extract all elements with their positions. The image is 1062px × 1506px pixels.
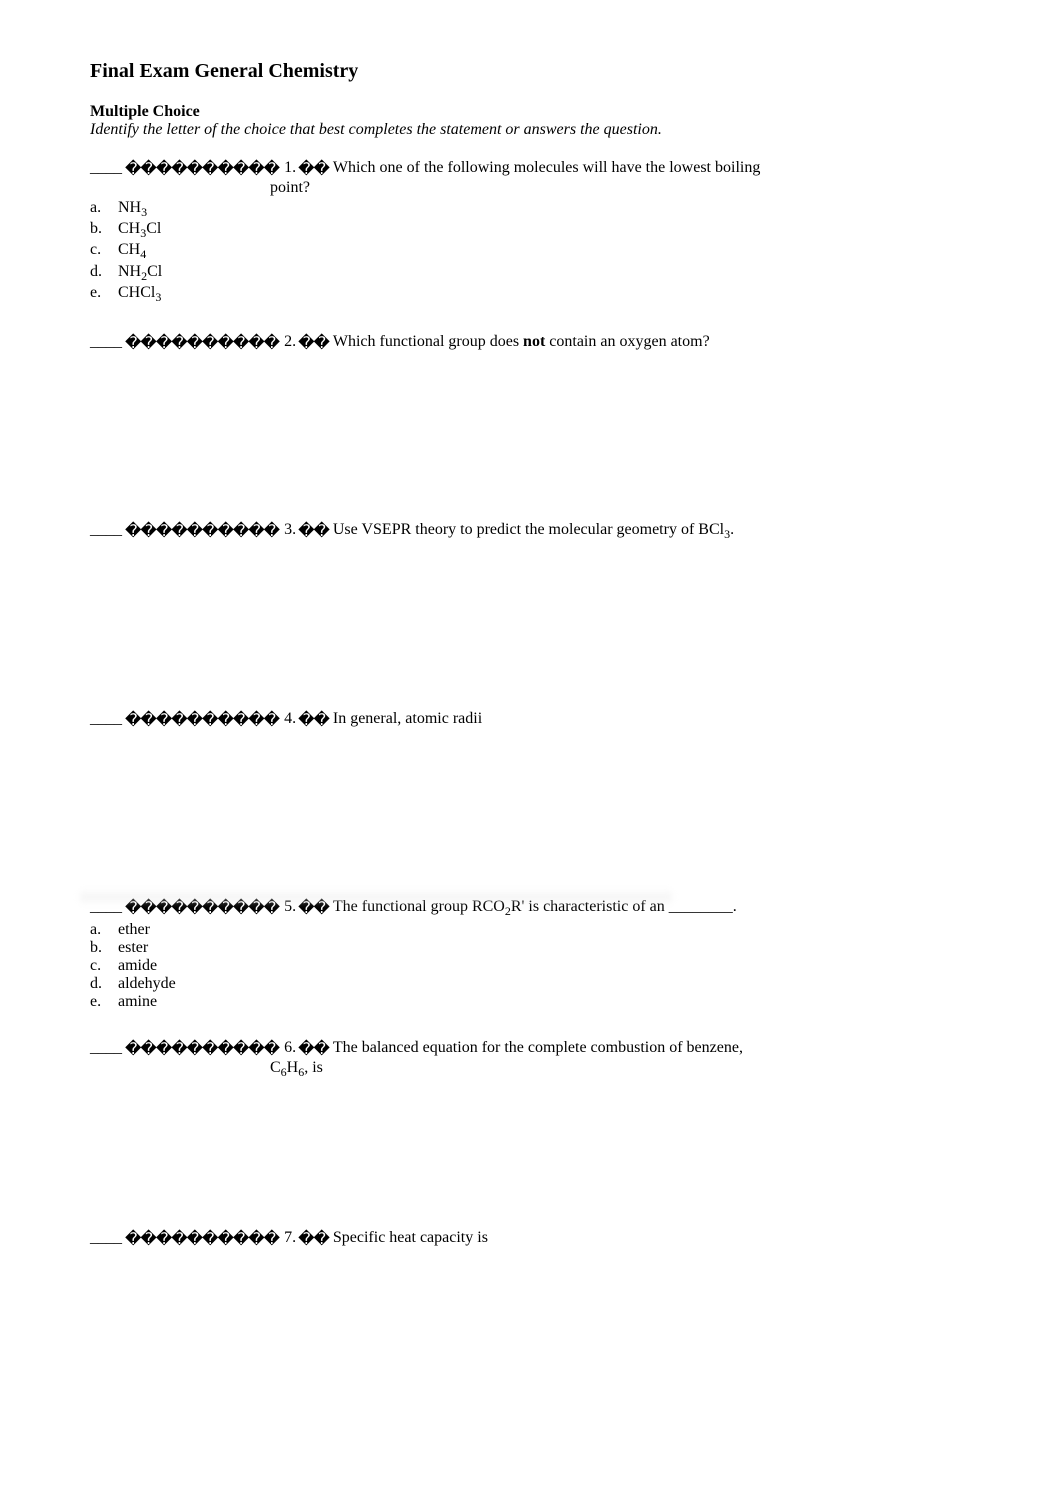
option-letter: d. xyxy=(90,263,118,281)
option-letter: e. xyxy=(90,284,118,302)
option-letter: b. xyxy=(90,220,118,238)
question-number: 4. xyxy=(284,710,296,728)
option-letter: d. xyxy=(90,975,118,993)
question-number: 7. xyxy=(284,1229,296,1247)
question-number: 5. xyxy=(284,898,296,916)
answer-blank[interactable]: ____ xyxy=(90,1039,122,1057)
option-c[interactable]: c.CH4 xyxy=(90,241,972,262)
answer-blank[interactable]: ____ xyxy=(90,159,122,177)
question-2: ____ ���������� 2.�� Which functional gr… xyxy=(90,333,972,493)
question-text: The functional group RCO2R' is character… xyxy=(333,898,737,919)
question-text-cont: point? xyxy=(270,179,972,197)
option-letter: b. xyxy=(90,939,118,957)
diamond-glyphs: �� xyxy=(298,333,329,353)
diamond-glyphs: ���������� xyxy=(122,898,282,918)
option-b[interactable]: b.ester xyxy=(90,939,972,957)
diamond-glyphs: ���������� xyxy=(122,1039,282,1059)
question-number: 1. xyxy=(284,159,296,177)
answer-blank[interactable]: ____ xyxy=(90,521,122,539)
option-text: NH3 xyxy=(118,199,147,220)
question-text: The balanced equation for the complete c… xyxy=(333,1039,743,1057)
option-letter: e. xyxy=(90,993,118,1011)
answer-blank[interactable]: ____ xyxy=(90,710,122,728)
option-a[interactable]: a.ether xyxy=(90,921,972,939)
question-text: In general, atomic radii xyxy=(333,710,482,728)
diamond-glyphs: �� xyxy=(298,710,329,730)
option-letter: c. xyxy=(90,241,118,259)
option-text: aldehyde xyxy=(118,975,176,993)
question-text: Specific heat capacity is xyxy=(333,1229,488,1247)
diamond-glyphs: �� xyxy=(298,1229,329,1249)
option-c[interactable]: c.amide xyxy=(90,957,972,975)
option-letter: a. xyxy=(90,199,118,217)
diamond-glyphs: �� xyxy=(298,521,329,541)
option-text: ether xyxy=(118,921,150,939)
answer-blank[interactable]: ____ xyxy=(90,333,122,351)
question-number: 3. xyxy=(284,521,296,539)
diamond-glyphs: �� xyxy=(298,1039,329,1059)
option-text: NH2Cl xyxy=(118,263,162,284)
question-text: Which functional group does not contain … xyxy=(333,333,710,351)
question-5: ____ ���������� 5.�� The functional grou… xyxy=(90,898,972,1011)
option-text: ester xyxy=(118,939,148,957)
diamond-glyphs: ���������� xyxy=(122,710,282,730)
option-letter: a. xyxy=(90,921,118,939)
question-text-cont: C6H6, is xyxy=(270,1059,972,1080)
section-heading: Multiple Choice xyxy=(90,103,972,121)
question-4: ____ ���������� 4.�� In general, atomic … xyxy=(90,710,972,870)
options-list: a.ether b.ester c.amide d.aldehyde e.ami… xyxy=(90,921,972,1011)
question-1: ____ ���������� 1.�� Which one of the fo… xyxy=(90,159,972,305)
instruction-text: Identify the letter of the choice that b… xyxy=(90,121,972,139)
diamond-glyphs: ���������� xyxy=(122,521,282,541)
question-number: 6. xyxy=(284,1039,296,1057)
question-text: Which one of the following molecules wil… xyxy=(333,159,760,177)
question-6: ____ ���������� 6.�� The balanced equati… xyxy=(90,1039,972,1200)
diamond-glyphs: ���������� xyxy=(122,333,282,353)
diamond-glyphs: �� xyxy=(298,159,329,179)
option-b[interactable]: b.CH3Cl xyxy=(90,220,972,241)
diamond-glyphs: ���������� xyxy=(122,159,282,179)
option-e[interactable]: e.amine xyxy=(90,993,972,1011)
option-text: CH3Cl xyxy=(118,220,161,241)
question-text: Use VSEPR theory to predict the molecula… xyxy=(333,521,734,542)
diamond-glyphs: �� xyxy=(298,898,329,918)
option-text: amine xyxy=(118,993,157,1011)
answer-blank[interactable]: ____ xyxy=(90,898,122,916)
option-a[interactable]: a.NH3 xyxy=(90,199,972,220)
option-text: CH4 xyxy=(118,241,146,262)
question-number: 2. xyxy=(284,333,296,351)
page-title: Final Exam General Chemistry xyxy=(90,60,972,83)
option-text: CHCl3 xyxy=(118,284,161,305)
option-d[interactable]: d.NH2Cl xyxy=(90,263,972,284)
option-e[interactable]: e.CHCl3 xyxy=(90,284,972,305)
option-text: amide xyxy=(118,957,157,975)
diamond-glyphs: ���������� xyxy=(122,1229,282,1249)
question-7: ____ ���������� 7.�� Specific heat capac… xyxy=(90,1229,972,1249)
question-3: ____ ���������� 3.�� Use VSEPR theory to… xyxy=(90,521,972,682)
option-letter: c. xyxy=(90,957,118,975)
answer-blank[interactable]: ____ xyxy=(90,1229,122,1247)
options-list: a.NH3 b.CH3Cl c.CH4 d.NH2Cl e.CHCl3 xyxy=(90,199,972,305)
option-d[interactable]: d.aldehyde xyxy=(90,975,972,993)
